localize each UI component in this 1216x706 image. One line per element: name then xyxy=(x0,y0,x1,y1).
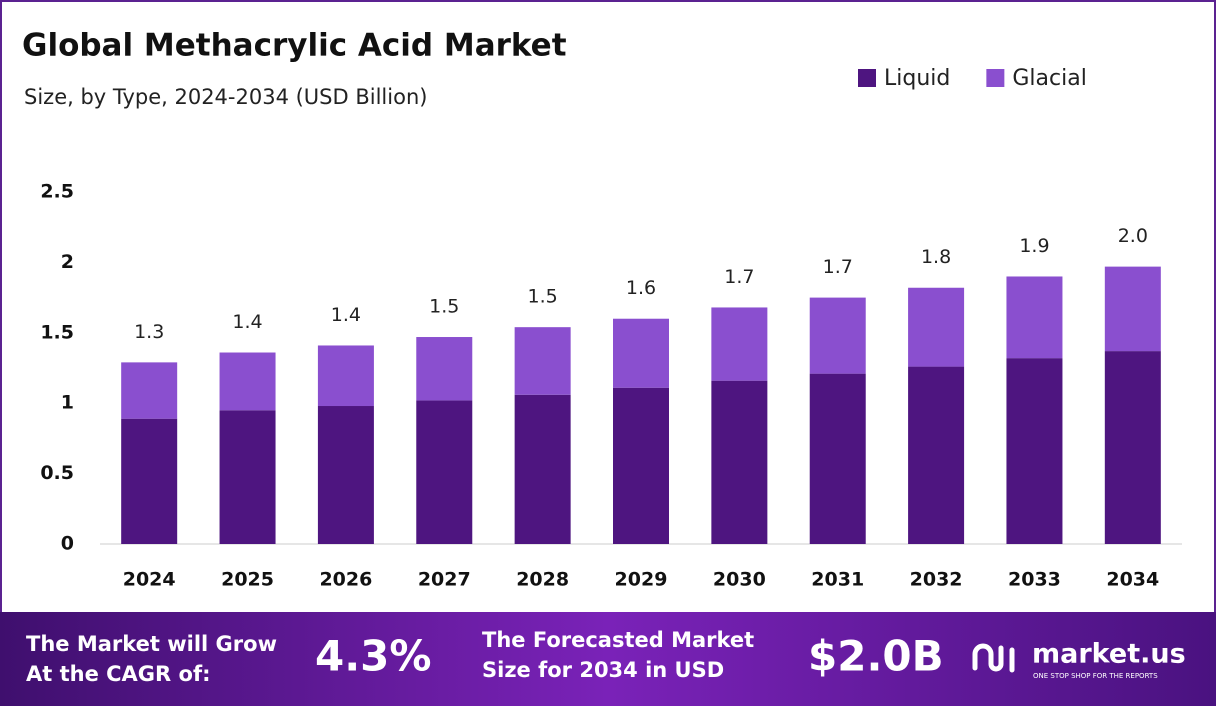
chart-title: Global Methacrylic Acid Market xyxy=(22,28,567,64)
legend-swatch xyxy=(858,69,876,87)
x-tick-label: 2027 xyxy=(418,569,471,591)
x-tick-label: 2032 xyxy=(910,569,963,591)
bar-segment xyxy=(711,380,768,544)
total-label: 1.4 xyxy=(232,311,262,333)
bar-segment xyxy=(1104,266,1161,352)
brand-logo xyxy=(972,643,1015,673)
bar-segment xyxy=(1006,358,1063,544)
footer-text: At the CAGR of: xyxy=(26,662,211,686)
y-tick-label: 0.5 xyxy=(40,462,74,484)
bar-segment xyxy=(514,327,571,395)
total-label: 1.9 xyxy=(1019,235,1049,257)
bar-segment xyxy=(121,362,178,419)
legend-swatch xyxy=(986,69,1005,87)
bar-segment xyxy=(1006,276,1063,359)
y-tick-label: 0 xyxy=(61,533,74,555)
x-tick-label: 2026 xyxy=(319,569,372,591)
tagline: ONE STOP SHOP FOR THE REPORTS xyxy=(1033,672,1158,680)
footer-value: $2.0B xyxy=(808,632,944,681)
x-tick-label: 2031 xyxy=(811,569,864,591)
bar-segment xyxy=(317,406,374,544)
total-label: 1.8 xyxy=(921,246,951,268)
chart-subtitle: Size, by Type, 2024-2034 (USD Billion) xyxy=(24,85,427,109)
total-label: 1.4 xyxy=(331,304,361,326)
x-tick-label: 2030 xyxy=(713,569,766,591)
legend-label: Glacial xyxy=(1012,66,1086,91)
x-tick-label: 2024 xyxy=(123,569,176,591)
footer-value: 4.3% xyxy=(315,632,431,681)
total-label: 1.7 xyxy=(724,266,754,288)
footer-text: Size for 2034 in USD xyxy=(482,658,724,682)
y-tick-label: 1.5 xyxy=(40,321,74,343)
bar-segment xyxy=(219,410,276,544)
total-label: 1.6 xyxy=(626,277,656,299)
total-label: 1.3 xyxy=(134,321,164,343)
bar-segment xyxy=(908,287,965,367)
bar-segment xyxy=(711,307,768,381)
total-label: 1.7 xyxy=(823,256,853,278)
total-label: 1.5 xyxy=(429,296,459,318)
x-tick-label: 2029 xyxy=(615,569,668,591)
brand: market.us xyxy=(1032,639,1186,670)
total-label: 1.5 xyxy=(528,286,558,308)
bar-segment xyxy=(219,352,276,411)
footer-text: The Forecasted Market xyxy=(482,628,754,652)
bar-segment xyxy=(613,318,669,388)
bar-segment xyxy=(416,400,473,544)
y-tick-label: 2 xyxy=(61,251,74,273)
x-tick-label: 2025 xyxy=(221,569,274,591)
bar-segment xyxy=(317,345,374,407)
bar-segment xyxy=(514,394,571,544)
x-tick-label: 2034 xyxy=(1106,569,1159,591)
footer-text: The Market will Grow xyxy=(26,632,277,656)
bar-segment xyxy=(1104,351,1161,544)
x-tick-label: 2033 xyxy=(1008,569,1061,591)
total-label: 2.0 xyxy=(1118,225,1148,247)
x-tick-label: 2028 xyxy=(516,569,569,591)
y-tick-label: 2.5 xyxy=(40,181,74,203)
bar-segment xyxy=(809,297,866,374)
bar-segment xyxy=(809,373,866,544)
bar-segment xyxy=(416,337,473,401)
bar-segment xyxy=(908,366,965,544)
y-tick-label: 1 xyxy=(61,392,74,414)
bar-segment xyxy=(121,418,178,544)
legend-label: Liquid xyxy=(884,66,950,91)
bar-segment xyxy=(613,387,669,544)
